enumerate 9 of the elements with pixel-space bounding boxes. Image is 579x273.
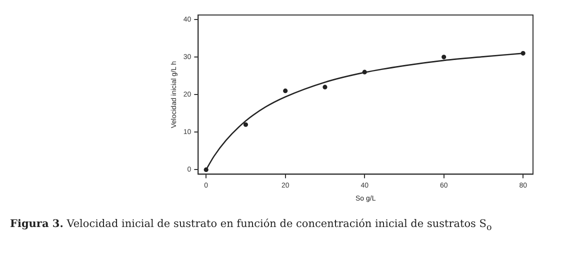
text: Figura 3. Velocidad inicial de sustrato en función de concentración inicial de sustratos S$_{o}$	[10, 218, 492, 234]
line-series	[205, 52, 524, 170]
point	[243, 122, 248, 127]
point	[362, 70, 367, 74]
point	[283, 88, 288, 94]
point	[442, 54, 446, 60]
point	[520, 51, 526, 56]
point	[322, 84, 328, 90]
point	[204, 167, 208, 172]
